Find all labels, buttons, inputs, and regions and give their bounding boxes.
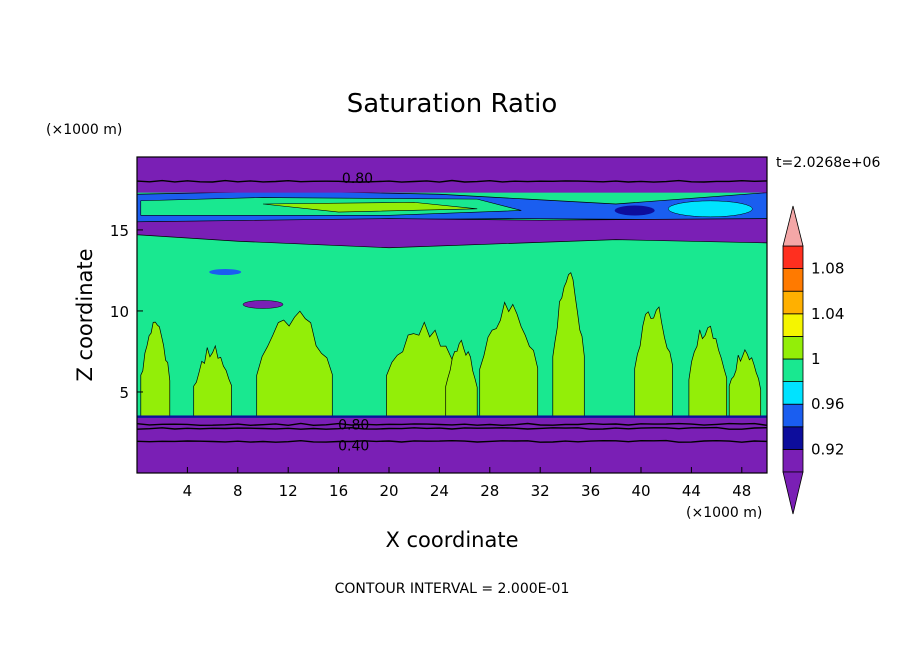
field-dry-layer — [137, 218, 767, 249]
time-label: t=2.0268e+06 — [776, 155, 880, 171]
x-tick-label: 44 — [682, 482, 701, 500]
plot-frame — [136, 156, 768, 474]
y-unit-label: (×1000 m) — [46, 122, 122, 138]
x-axis-label: X coordinate — [385, 528, 518, 552]
contour-label: 0.40 — [338, 438, 369, 454]
x-unit-label: (×1000 m) — [686, 505, 762, 521]
contour-line-lower-a — [137, 422, 767, 427]
colorbar-label: 0.92 — [811, 440, 844, 458]
colorbar: 0.92 0.96 1 1.04 1.08 — [782, 205, 844, 515]
colorbar-label: 1.04 — [811, 305, 844, 323]
y-axis-label: Z coordinate — [73, 248, 97, 381]
field-moist-plume — [479, 301, 539, 418]
x-tick-label: 4 — [183, 482, 193, 500]
field-moist-plume — [728, 348, 762, 418]
colorbar-swatch — [782, 381, 804, 405]
field-moist-plume — [552, 272, 585, 418]
field-moist-pocket — [209, 269, 242, 276]
x-tick-label: 40 — [631, 482, 650, 500]
field-moist-plume — [445, 339, 478, 418]
field-moist-plume — [140, 321, 171, 418]
field-lower-navy-edge — [137, 415, 767, 418]
colorbar-label: 0.96 — [811, 395, 844, 413]
contour-line-upper — [137, 179, 767, 183]
contour-field — [137, 157, 767, 473]
chart-title: Saturation Ratio — [347, 89, 558, 119]
field-moist-plume — [193, 344, 232, 418]
field-upper-dry-layer — [137, 157, 767, 193]
colorbar-over-arrow — [782, 205, 804, 247]
colorbar-swatch — [782, 335, 804, 360]
x-tick-label: 16 — [329, 482, 348, 500]
field-upper-lime-patch — [262, 202, 478, 213]
colorbar-swatch — [782, 358, 804, 383]
y-axis: 5 10 15 — [110, 222, 143, 402]
field-upper-navy-patch — [614, 205, 655, 216]
contour-label: 0.80 — [342, 171, 373, 187]
contour-line-lower-c — [137, 439, 767, 443]
y-tick-label: 15 — [110, 222, 129, 240]
x-tick-label: 32 — [531, 482, 550, 500]
x-tick-label: 20 — [379, 482, 398, 500]
colorbar-label: 1 — [811, 350, 821, 368]
field-lower-dry-layer — [137, 417, 767, 473]
y-tick-label: 10 — [110, 303, 129, 321]
colorbar-swatch — [782, 245, 804, 270]
x-tick-label: 28 — [480, 482, 499, 500]
colorbar-under-arrow — [782, 471, 804, 515]
colorbar-label: 1.08 — [811, 260, 844, 278]
x-tick-label: 36 — [581, 482, 600, 500]
contour-lines — [137, 179, 767, 443]
y-tick-label: 5 — [119, 384, 129, 402]
colorbar-swatch — [782, 268, 804, 292]
colorbar-swatch — [782, 403, 804, 428]
colorbar-swatch — [782, 290, 804, 315]
field-moist-plume — [688, 325, 728, 418]
contour-label: 0.80 — [338, 417, 369, 433]
x-tick-label: 8 — [233, 482, 243, 500]
colorbar-swatch — [782, 313, 804, 337]
x-tick-label: 48 — [732, 482, 751, 500]
contour-line-lower-b — [137, 426, 767, 430]
colorbar-swatch — [782, 448, 804, 473]
field-dry-pocket — [242, 300, 284, 309]
colorbar-swatch — [782, 426, 804, 450]
x-tick-label: 24 — [430, 482, 449, 500]
field-moist-plume — [634, 306, 673, 418]
x-axis: 4 8 12 16 20 24 28 32 36 40 44 48 — [183, 467, 751, 500]
field-moist-plume — [256, 310, 333, 418]
contour-labels: 0.80 0.80 0.40 — [338, 171, 373, 454]
contour-interval-note: CONTOUR INTERVAL = 2.000E-01 — [335, 581, 570, 597]
field-upper-cyan-patch — [668, 200, 753, 218]
x-tick-label: 12 — [279, 482, 298, 500]
